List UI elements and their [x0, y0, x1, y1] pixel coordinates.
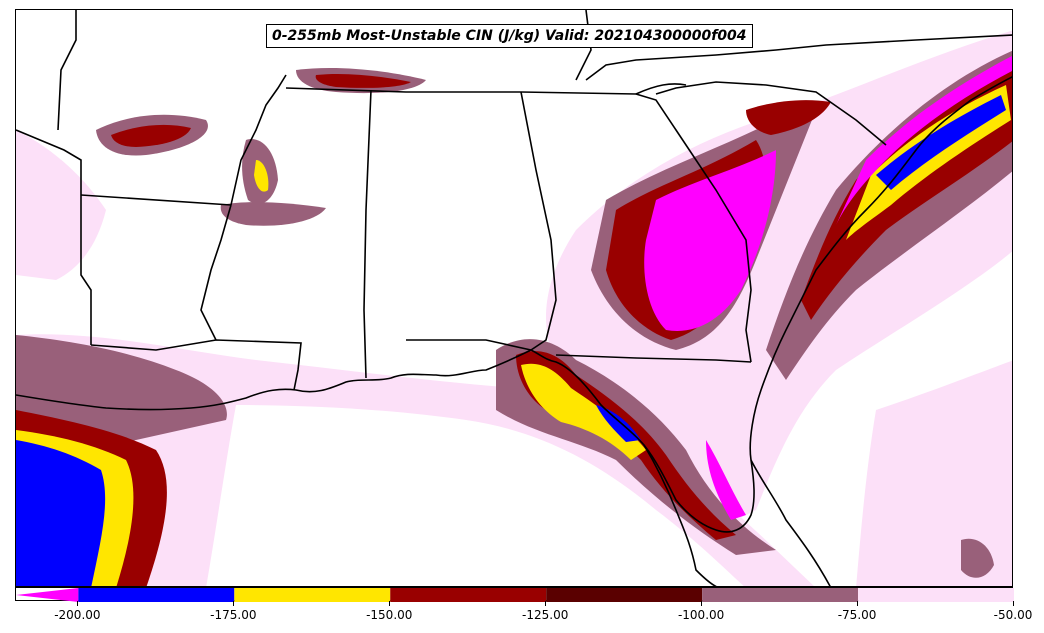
shade-gulf-blue [16, 440, 106, 586]
colorbar-bin-2 [390, 588, 547, 602]
fl-east-coast [750, 459, 831, 586]
shade-se-corner-mauve [961, 538, 994, 578]
colorbar-tick-label: -100.00 [677, 608, 725, 622]
ga-fl-line [555, 354, 752, 363]
shade-ms-yellow [254, 160, 269, 192]
colorbar-bin-5 [858, 588, 1014, 602]
cin-map [16, 10, 1012, 586]
ar-west-line [80, 195, 92, 345]
colorbar-tick-label: -125.00 [522, 608, 569, 622]
shade-fl-magenta [706, 440, 746, 520]
shade-fl-blue [596, 405, 641, 442]
mo-tn-line [57, 10, 77, 131]
al-ga-line [520, 91, 557, 351]
gulf-coastline [16, 76, 1012, 533]
colorbar [15, 587, 1014, 602]
colorbar-svg [16, 588, 1014, 602]
colorbar-tick-label: -150.00 [366, 608, 413, 622]
colorbar-tick-label: -75.00 [837, 608, 877, 622]
cin-shading [16, 30, 1012, 586]
colorbar-tick-label: -200.00 [54, 608, 101, 622]
ms-river [230, 74, 287, 206]
shade-sc-patch [746, 100, 831, 135]
colorbar-bin-3 [546, 588, 703, 602]
ga-north-loop [635, 83, 687, 95]
colorbar-tick-mark [856, 601, 858, 606]
colorbar-tick-mark [76, 601, 78, 606]
colorbar-tick-mark [1012, 601, 1014, 606]
colorbar-tick-mark [232, 601, 234, 606]
tx-ok-line [16, 129, 82, 195]
la-ms-line [90, 339, 302, 391]
shade-ar2-patch [220, 202, 326, 226]
colorbar-tick-mark [388, 601, 390, 606]
state-boundaries [16, 10, 1012, 586]
ar-la-line [80, 194, 232, 206]
al-fl-line [406, 339, 532, 351]
map-title: 0-255mb Most-Unstable CIN (J/kg) Valid: … [266, 24, 753, 48]
colorbar-under-extension [16, 588, 79, 602]
colorbar-tick-mark [700, 601, 702, 606]
map-panel: 0-255mb Most-Unstable CIN (J/kg) Valid: … [15, 9, 1013, 587]
shade-ar-red [111, 124, 191, 147]
ga-sc-line [635, 93, 752, 363]
shade-se-corner-pink [856, 360, 1012, 586]
colorbar-bin-1 [234, 588, 391, 602]
colorbar-bin-0 [78, 588, 235, 602]
colorbar-bin-4 [702, 588, 859, 602]
tn-north-line [285, 87, 637, 95]
shade-texas-pink [16, 130, 106, 280]
shade-coast-magenta [836, 56, 1012, 225]
shade-fl-yellow [521, 363, 646, 460]
colorbar-tick-label: -175.00 [210, 608, 257, 622]
ky-tn-line [575, 10, 592, 81]
sc-nc-line [655, 81, 887, 146]
shade-ga-magenta [644, 150, 776, 331]
colorbar-tick-label: -50.00 [993, 608, 1033, 622]
shade-gulf-white-center [206, 405, 744, 586]
shade-coast-blue [876, 95, 1006, 190]
nc-va-line [585, 34, 1012, 81]
colorbar-tick-mark [544, 601, 546, 606]
shade-tn-red [315, 73, 411, 88]
ms-al-line [363, 89, 372, 379]
ms-west [200, 204, 232, 341]
fl-west-coast [643, 444, 718, 586]
